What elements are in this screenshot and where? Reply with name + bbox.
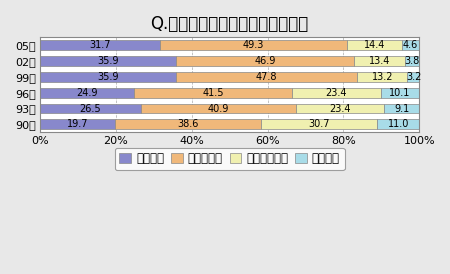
- Bar: [381, 88, 419, 98]
- Text: 40.9: 40.9: [207, 104, 229, 113]
- Bar: [140, 104, 296, 113]
- Text: 19.7: 19.7: [67, 119, 88, 129]
- Bar: [296, 104, 384, 113]
- Text: 3.2: 3.2: [406, 72, 421, 82]
- Bar: [115, 119, 261, 129]
- Text: 3.8: 3.8: [405, 56, 419, 66]
- Bar: [176, 72, 357, 82]
- Bar: [292, 88, 381, 98]
- Text: 13.2: 13.2: [372, 72, 393, 82]
- Bar: [135, 88, 292, 98]
- Bar: [354, 56, 405, 66]
- Bar: [40, 119, 115, 129]
- Bar: [40, 56, 176, 66]
- Bar: [347, 40, 402, 50]
- Bar: [40, 40, 160, 50]
- Bar: [40, 88, 135, 98]
- Text: 23.4: 23.4: [329, 104, 351, 113]
- Text: 26.5: 26.5: [80, 104, 101, 113]
- Text: 30.7: 30.7: [309, 119, 330, 129]
- Text: 31.7: 31.7: [90, 40, 111, 50]
- Bar: [402, 40, 419, 50]
- Title: Q.健康に関する記事を読むこと。: Q.健康に関する記事を読むこと。: [150, 15, 309, 33]
- Text: 13.4: 13.4: [369, 56, 390, 66]
- Text: 10.1: 10.1: [389, 88, 410, 98]
- Text: 41.5: 41.5: [202, 88, 224, 98]
- Bar: [160, 40, 347, 50]
- Text: 9.1: 9.1: [394, 104, 409, 113]
- Bar: [176, 56, 354, 66]
- Bar: [40, 72, 176, 82]
- Bar: [261, 119, 378, 129]
- Bar: [384, 104, 419, 113]
- Bar: [378, 119, 419, 129]
- Text: 4.6: 4.6: [403, 40, 418, 50]
- Text: 46.9: 46.9: [254, 56, 276, 66]
- Bar: [357, 72, 407, 82]
- Text: 38.6: 38.6: [177, 119, 198, 129]
- Text: 35.9: 35.9: [97, 72, 119, 82]
- Text: 14.4: 14.4: [364, 40, 385, 50]
- Legend: よくある, たまにある, ほとんどない, 全くない: よくある, たまにある, ほとんどない, 全くない: [115, 147, 345, 170]
- Text: 49.3: 49.3: [243, 40, 265, 50]
- Bar: [405, 56, 419, 66]
- Text: 35.9: 35.9: [97, 56, 119, 66]
- Text: 47.8: 47.8: [256, 72, 278, 82]
- Text: 24.9: 24.9: [76, 88, 98, 98]
- Bar: [40, 104, 140, 113]
- Bar: [407, 72, 419, 82]
- Text: 23.4: 23.4: [325, 88, 347, 98]
- Text: 11.0: 11.0: [387, 119, 409, 129]
